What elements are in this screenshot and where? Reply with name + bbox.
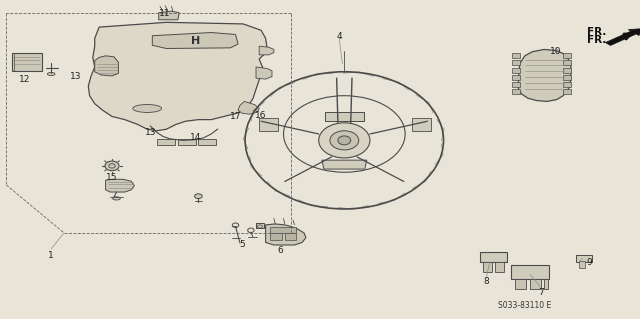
Polygon shape xyxy=(518,49,571,101)
Bar xyxy=(270,227,296,233)
Text: 13: 13 xyxy=(145,128,156,137)
Text: 13: 13 xyxy=(70,72,81,81)
Bar xyxy=(512,60,520,65)
Bar xyxy=(563,75,571,80)
Text: 11: 11 xyxy=(159,9,171,18)
Bar xyxy=(178,139,196,145)
Polygon shape xyxy=(259,46,274,55)
Text: 4: 4 xyxy=(337,32,342,41)
Text: 5: 5 xyxy=(239,240,244,249)
Bar xyxy=(412,118,431,131)
Bar xyxy=(563,82,571,87)
Ellipse shape xyxy=(319,123,370,158)
Polygon shape xyxy=(152,33,238,48)
Bar xyxy=(198,139,216,145)
Bar xyxy=(530,279,541,289)
Ellipse shape xyxy=(109,164,115,168)
Bar xyxy=(576,255,592,262)
Text: 15: 15 xyxy=(106,173,118,182)
Text: 14: 14 xyxy=(189,133,201,142)
Text: 17: 17 xyxy=(230,112,241,121)
Text: FR.: FR. xyxy=(587,35,606,45)
Ellipse shape xyxy=(330,131,359,150)
Bar xyxy=(563,60,571,65)
Bar xyxy=(563,53,571,58)
Text: FR.: FR. xyxy=(587,27,606,37)
Bar xyxy=(259,118,278,131)
Bar xyxy=(563,68,571,73)
Bar xyxy=(480,252,507,262)
Polygon shape xyxy=(88,22,268,131)
Polygon shape xyxy=(266,224,306,245)
Ellipse shape xyxy=(113,197,120,200)
Ellipse shape xyxy=(338,136,351,145)
Text: 8: 8 xyxy=(484,277,489,286)
Ellipse shape xyxy=(195,194,202,198)
Text: 1: 1 xyxy=(49,251,54,260)
Bar xyxy=(270,233,282,240)
Bar xyxy=(512,53,520,58)
Bar xyxy=(285,233,296,240)
Bar xyxy=(256,223,264,228)
Text: 6: 6 xyxy=(278,246,283,255)
Text: H: H xyxy=(191,36,200,46)
Bar xyxy=(515,279,526,289)
Bar xyxy=(12,53,42,71)
Bar xyxy=(579,261,585,268)
Polygon shape xyxy=(322,160,367,169)
Ellipse shape xyxy=(47,72,55,76)
Text: 7: 7 xyxy=(538,288,543,297)
Ellipse shape xyxy=(133,104,162,113)
Polygon shape xyxy=(106,179,134,192)
Text: S033-83110 E: S033-83110 E xyxy=(498,301,552,310)
Ellipse shape xyxy=(105,161,119,171)
Bar xyxy=(157,139,175,145)
Text: 9: 9 xyxy=(586,258,591,267)
Bar xyxy=(495,262,504,272)
Bar xyxy=(512,75,520,80)
Text: 10: 10 xyxy=(550,47,561,56)
Bar xyxy=(483,262,492,272)
Bar xyxy=(512,82,520,87)
Bar xyxy=(512,89,520,94)
Bar xyxy=(512,68,520,73)
FancyArrow shape xyxy=(605,29,640,45)
Polygon shape xyxy=(256,67,272,79)
Text: 12: 12 xyxy=(19,75,30,84)
Polygon shape xyxy=(238,101,259,114)
Bar xyxy=(511,265,549,279)
Bar xyxy=(325,112,364,121)
Polygon shape xyxy=(95,56,118,76)
Text: 16: 16 xyxy=(255,111,267,120)
Bar xyxy=(544,279,548,289)
Bar xyxy=(563,89,571,94)
Polygon shape xyxy=(159,11,179,20)
